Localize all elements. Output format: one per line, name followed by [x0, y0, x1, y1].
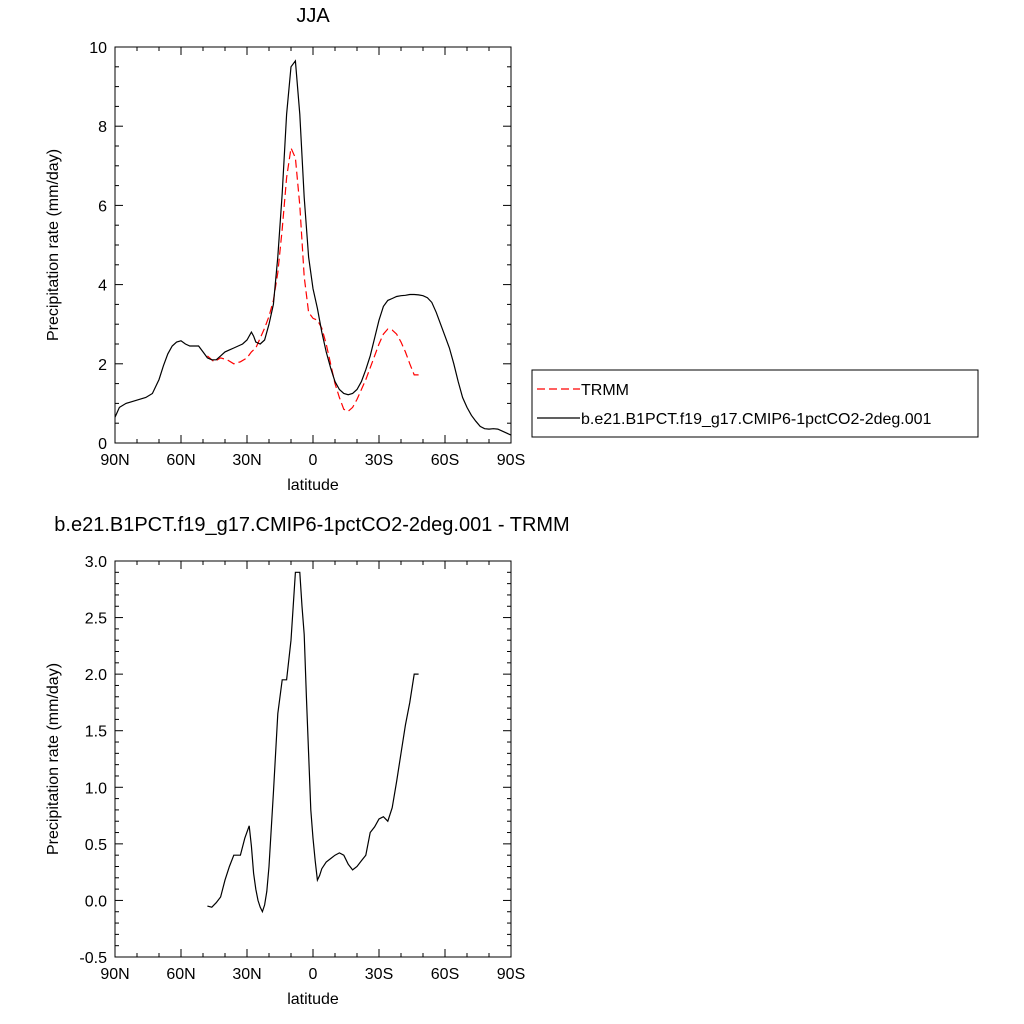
x-tick-label: 90N	[100, 966, 129, 983]
chart-title: JJA	[296, 5, 330, 27]
y-tick-label: 2.5	[85, 611, 107, 628]
x-tick-label: 0	[309, 452, 318, 469]
y-tick-label: 8	[98, 119, 107, 136]
legend-label: b.e21.B1PCT.f19_g17.CMIP6-1pctCO2-2deg.0…	[581, 411, 932, 428]
x-tick-label: 30N	[232, 966, 261, 983]
x-axis-label: latitude	[287, 991, 339, 1008]
series-line-1	[207, 145, 419, 413]
x-tick-label: 90S	[497, 452, 525, 469]
legend: TRMM b.e21.B1PCT.f19_g17.CMIP6-1pctCO2-2d…	[531, 369, 979, 438]
series-line-1	[207, 571, 419, 914]
series-line-2	[114, 59, 512, 436]
y-tick-label: 0	[98, 436, 107, 453]
y-tick-label: 0.5	[85, 837, 107, 854]
plot-frame	[114, 46, 512, 444]
y-tick-label: 3.0	[85, 554, 107, 571]
plot-frame	[114, 560, 512, 958]
y-tick-label: 10	[89, 40, 107, 57]
y-tick-label: -0.5	[79, 950, 107, 967]
y-axis-label: Precipitation rate (mm/day)	[45, 663, 62, 855]
y-tick-label: 1.0	[85, 780, 107, 797]
x-tick-label: 30S	[365, 452, 393, 469]
legend-box	[531, 369, 979, 438]
legend-label: TRMM	[581, 382, 629, 399]
chart-2: 90N 60N 30N 0 30S 60S 90S -0.5 0.0 0.5 1.0 1.5 2.0 2.…	[45, 514, 570, 1008]
chart-1: 90N 60N 30N 0 30S 60S 90S 0 2 4 6 8 10 JJA latitude Pre…	[45, 5, 525, 494]
x-tick-label: 60S	[431, 452, 459, 469]
y-tick-label: 0.0	[85, 893, 107, 910]
y-tick-label: 6	[98, 198, 107, 215]
x-tick-label: 90S	[497, 966, 525, 983]
y-tick-label: 1.5	[85, 724, 107, 741]
x-axis-label: latitude	[287, 477, 339, 494]
x-tick-label: 60N	[166, 452, 195, 469]
x-tick-label: 30S	[365, 966, 393, 983]
chart-title: b.e21.B1PCT.f19_g17.CMIP6-1pctCO2-2deg.0…	[54, 514, 569, 536]
x-tick-label: 30N	[232, 452, 261, 469]
x-tick-label: 0	[309, 966, 318, 983]
x-tick-label: 90N	[100, 452, 129, 469]
y-tick-label: 2	[98, 357, 107, 374]
y-axis-label: Precipitation rate (mm/day)	[45, 149, 62, 341]
x-tick-label: 60N	[166, 966, 195, 983]
x-tick-label: 60S	[431, 966, 459, 983]
y-tick-label: 4	[98, 278, 107, 295]
y-tick-label: 2.0	[85, 667, 107, 684]
